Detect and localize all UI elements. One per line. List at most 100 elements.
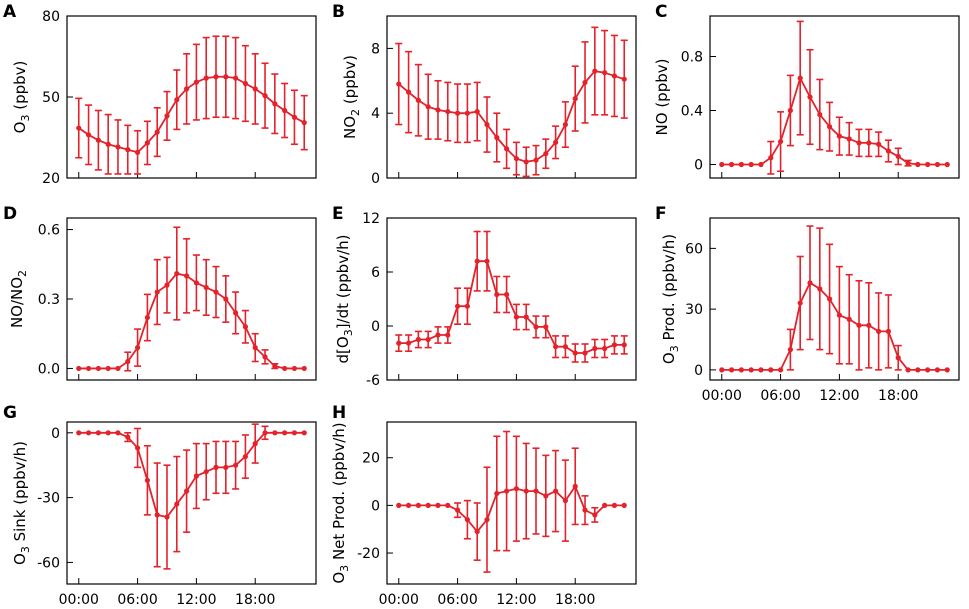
data-point <box>592 68 598 74</box>
data-point <box>494 490 500 497</box>
data-point <box>856 140 862 146</box>
data-point <box>262 354 268 360</box>
data-point <box>621 502 627 508</box>
data-point <box>242 80 249 87</box>
data-point <box>807 280 813 286</box>
data-point <box>553 344 559 350</box>
data-point <box>125 434 131 440</box>
plot-frame <box>386 217 637 381</box>
panel-f: F 0 30 60 00:00 06:00 12:00 18:00 O3 Prod. (pp… <box>655 204 960 404</box>
data-point <box>611 502 618 508</box>
data-point <box>876 328 882 334</box>
data-point <box>252 86 258 92</box>
data-point <box>435 107 441 113</box>
data-point <box>396 340 402 346</box>
data-point <box>934 367 941 373</box>
panel-g: G -60 -30 0 00:00 06:00 12:00 18:00 O3 Sink (p… <box>3 403 317 608</box>
data-point <box>905 367 911 373</box>
x-tick-label: 12:00 <box>496 592 536 608</box>
data-point <box>523 314 529 320</box>
x-tick-label: 06:00 <box>117 592 157 608</box>
data-point <box>76 125 82 131</box>
data-point <box>164 514 170 520</box>
data-point <box>203 469 209 475</box>
data-point <box>553 488 559 494</box>
data-point <box>242 324 249 330</box>
data-point <box>183 488 190 494</box>
data-point <box>807 94 813 100</box>
data-point <box>115 365 121 372</box>
data-point <box>484 121 490 128</box>
data-point <box>474 108 480 115</box>
panel-letter-f: F <box>655 204 667 224</box>
series-line <box>721 75 948 166</box>
data-point <box>925 161 931 168</box>
data-point <box>895 153 901 159</box>
data-point <box>405 340 412 346</box>
x-tick-label: 00:00 <box>702 388 742 404</box>
data-point <box>282 365 288 372</box>
data-point <box>602 345 608 352</box>
y-tick-label: 60 <box>685 241 703 257</box>
data-point <box>621 76 627 82</box>
y-tick-label: 4 <box>371 106 380 122</box>
data-point <box>474 528 480 535</box>
data-point <box>748 161 754 168</box>
y-axis-label: O3 Prod. (ppbv/h) <box>660 234 681 364</box>
data-point <box>252 345 258 351</box>
x-tick-label: 00:00 <box>59 592 99 608</box>
data-point <box>758 367 764 373</box>
data-point <box>885 328 892 334</box>
panel-b: B 0 4 8 NO2 (ppbv) <box>332 2 637 187</box>
plot-frame <box>66 217 317 381</box>
data-point <box>405 89 412 95</box>
data-point <box>183 273 190 279</box>
data-point <box>193 473 200 479</box>
y-tick-label: 0.4 <box>681 104 703 120</box>
data-point <box>174 270 180 277</box>
data-point <box>134 345 141 351</box>
data-point <box>445 108 451 115</box>
data-point <box>895 355 901 361</box>
data-point <box>454 303 461 309</box>
data-point <box>728 161 735 168</box>
data-point <box>925 367 931 373</box>
data-point <box>425 336 431 343</box>
y-axis-label: NO/NO2 <box>8 270 29 328</box>
data-point <box>787 107 793 114</box>
data-point <box>282 430 288 436</box>
panel-h: H -20 0 20 00:00 06:00 12:00 18:00 O3 Net Prod… <box>330 403 637 608</box>
data-point <box>836 312 843 318</box>
data-point <box>203 75 209 81</box>
data-point <box>817 286 823 292</box>
data-point <box>866 322 872 328</box>
data-point <box>494 291 500 298</box>
data-point <box>396 502 402 508</box>
data-point <box>193 280 200 286</box>
data-point <box>543 324 549 330</box>
data-point <box>415 502 421 508</box>
panel-d: D 0.0 0.3 0.6 NO/NO2 <box>3 204 317 381</box>
series-line <box>721 281 948 371</box>
panel-letter-g: G <box>3 403 17 423</box>
data-point <box>144 140 150 146</box>
data-point <box>768 367 774 373</box>
data-point <box>105 430 111 436</box>
data-point <box>582 79 588 86</box>
data-point <box>134 445 141 451</box>
data-point <box>768 155 774 161</box>
data-point <box>242 453 249 460</box>
data-point <box>105 365 111 372</box>
data-point <box>105 141 111 147</box>
data-point <box>396 81 402 87</box>
data-point <box>415 97 421 103</box>
data-point <box>125 147 131 153</box>
x-tick-label: 12:00 <box>819 388 859 404</box>
data-point <box>233 462 239 468</box>
data-point <box>797 300 803 306</box>
data-point <box>572 350 578 356</box>
data-point <box>291 114 298 120</box>
data-point <box>213 464 219 470</box>
x-tick-label: 12:00 <box>176 592 216 608</box>
y-tick-label: -20 <box>357 546 380 562</box>
